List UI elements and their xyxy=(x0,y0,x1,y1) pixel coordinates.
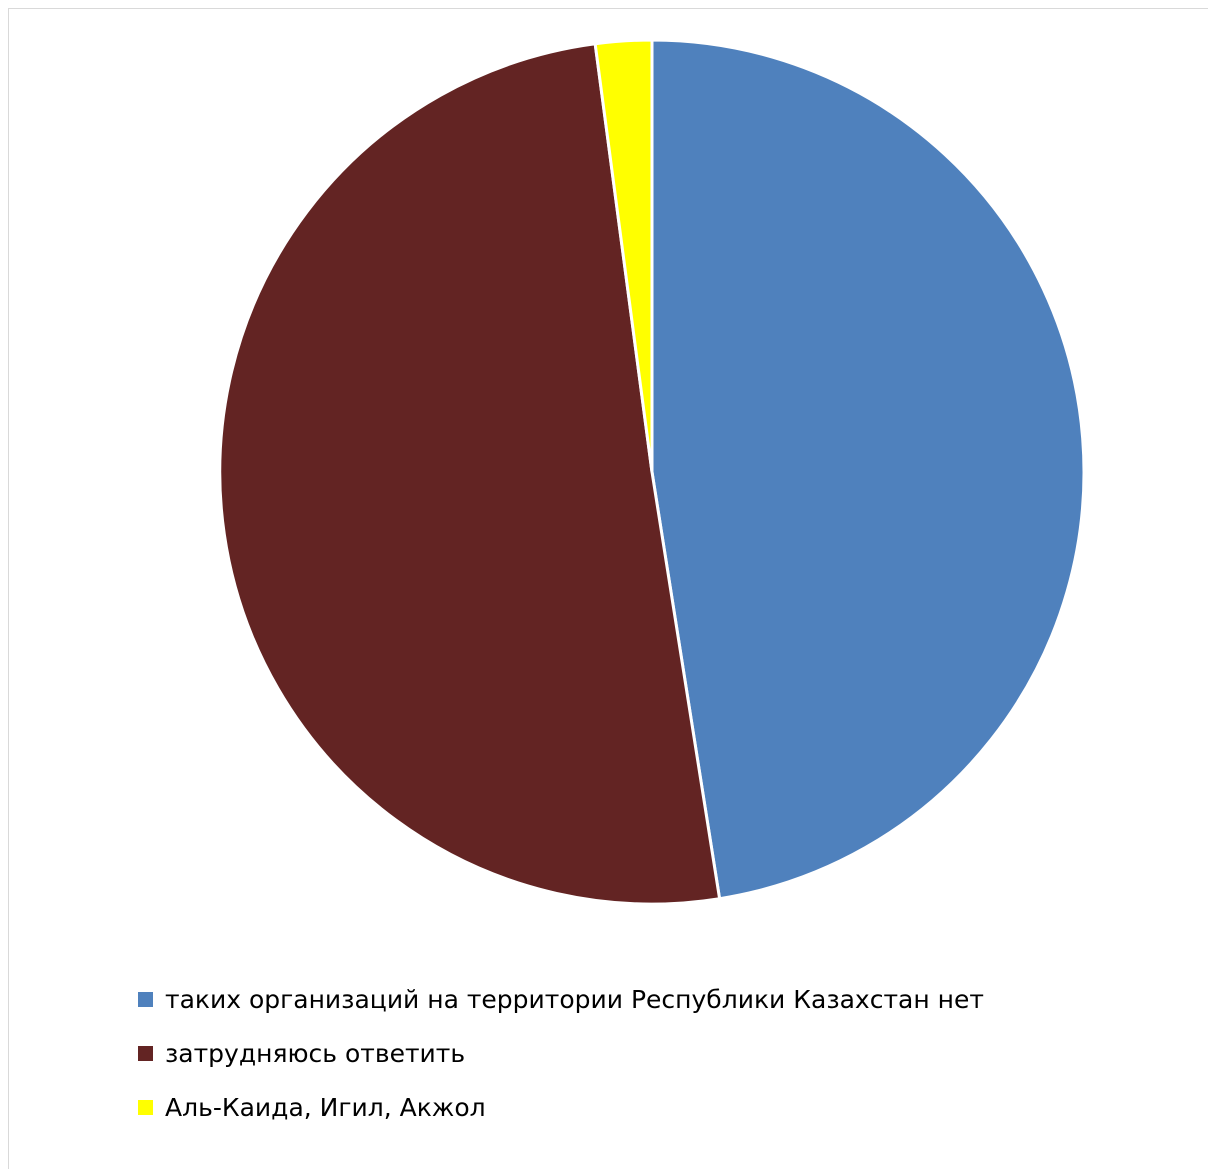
pie-chart xyxy=(218,38,1086,906)
legend-swatch-maroon xyxy=(138,1045,153,1061)
legend-label: Аль-Каида, Игил, Акжол xyxy=(165,1092,486,1122)
legend-label: затрудняюсь ответить xyxy=(165,1038,466,1068)
legend-label: таких организаций на территории Республи… xyxy=(165,984,984,1014)
legend-item-hard-to-answer: затрудняюсь ответить xyxy=(138,1038,984,1068)
legend-item-no-organizations: таких организаций на территории Республи… xyxy=(138,984,984,1014)
legend-item-organizations-named: Аль-Каида, Игил, Акжол xyxy=(138,1092,984,1122)
legend-swatch-blue xyxy=(138,991,153,1007)
pie-slice-hard-to-answer xyxy=(218,42,722,906)
chart-legend: таких организаций на территории Республи… xyxy=(138,985,984,1147)
pie-slice-organizations-named xyxy=(593,38,654,474)
legend-swatch-yellow xyxy=(138,1099,153,1115)
pie-slice-no-organizations xyxy=(650,38,1086,901)
